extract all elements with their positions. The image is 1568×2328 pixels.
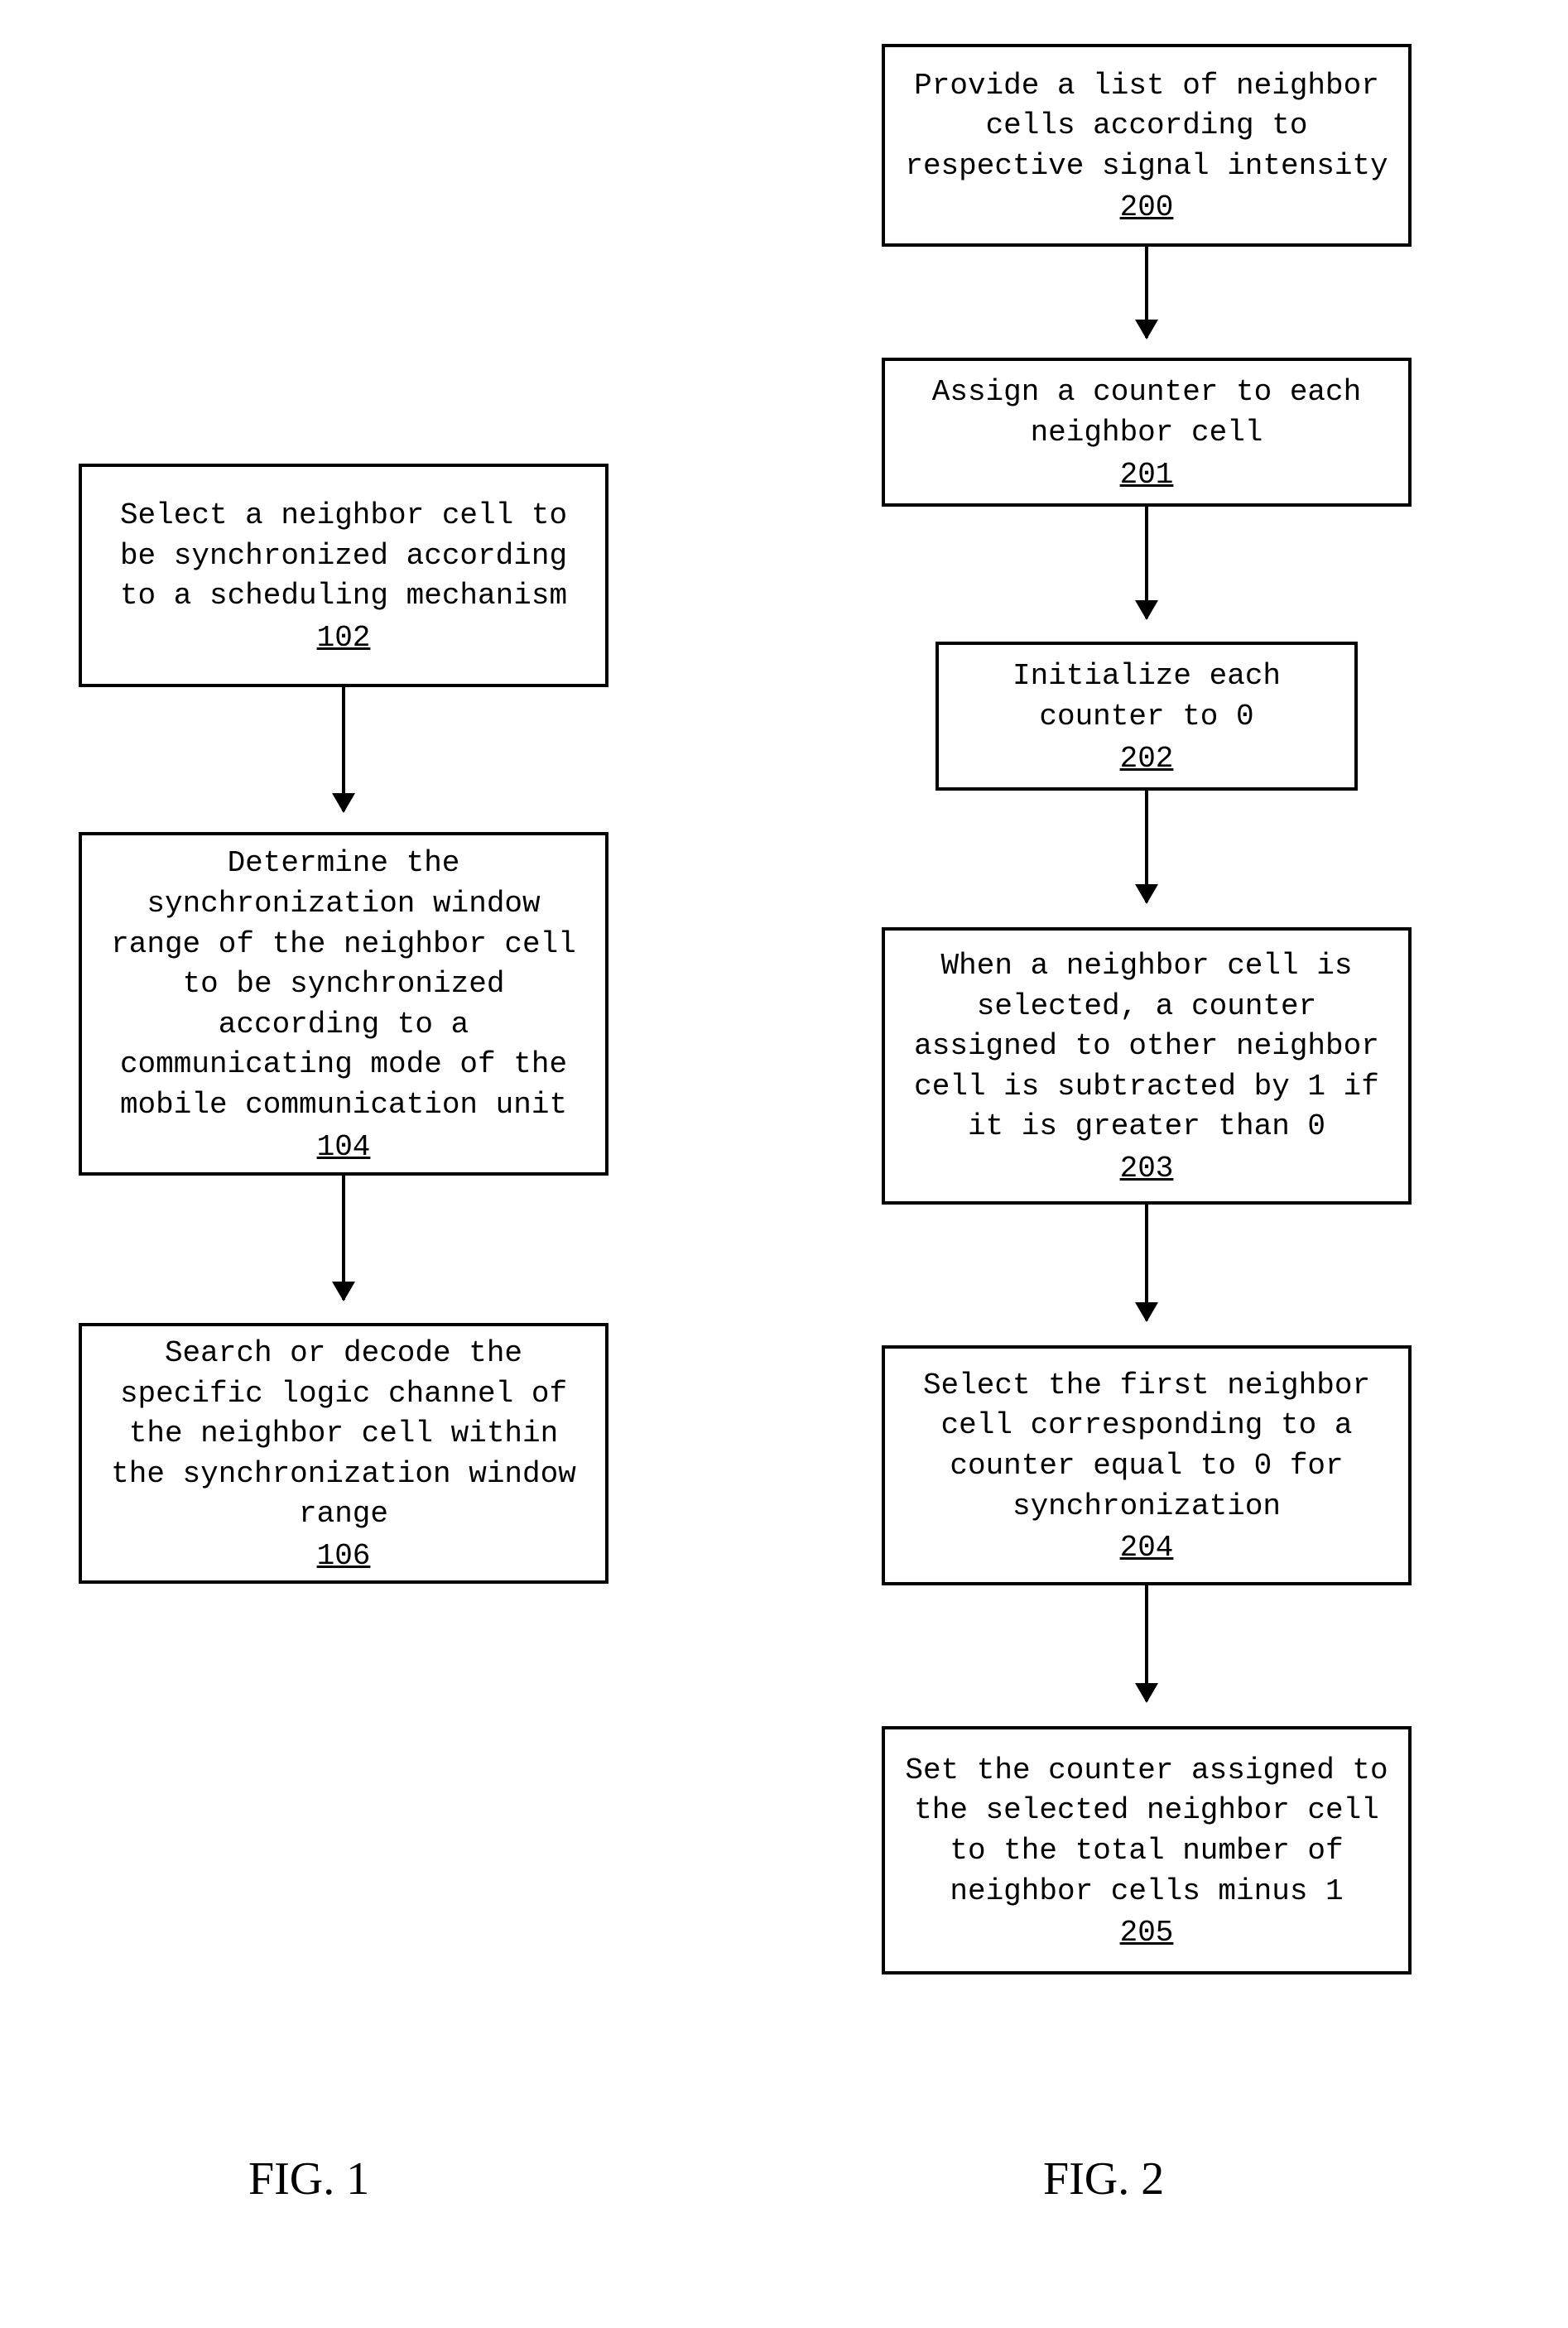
fig1-label: FIG. 1 [248,2152,369,2205]
box-204: Select the first neighbor cell correspon… [882,1345,1412,1585]
box-204-ref: 204 [1120,1531,1174,1565]
box-204-text: Select the first neighbor cell correspon… [897,1366,1396,1527]
box-200: Provide a list of neighbor cells accordi… [882,44,1412,247]
box-200-text: Provide a list of neighbor cells accordi… [897,66,1396,187]
box-201-text: Assign a counter to each neighbor cell [897,373,1396,453]
box-202: Initialize each counter to 0 202 [936,642,1358,791]
box-102-text: Select a neighbor cell to be synchronize… [94,496,593,617]
box-200-ref: 200 [1120,190,1174,224]
box-106: Search or decode the specific logic chan… [79,1323,608,1584]
arrow-1-2 [342,1176,345,1300]
arrow-2-4 [1145,1205,1148,1320]
arrow-2-2 [1145,507,1148,618]
box-104: Determine the synchronization window ran… [79,832,608,1176]
arrow-1-1 [342,687,345,811]
flowchart-container: Select a neighbor cell to be synchronize… [0,0,1568,2328]
box-203-ref: 203 [1120,1152,1174,1186]
box-203-text: When a neighbor cell is selected, a coun… [897,946,1396,1147]
box-205-text: Set the counter assigned to the selected… [897,1751,1396,1912]
box-106-ref: 106 [317,1539,371,1573]
box-102: Select a neighbor cell to be synchronize… [79,464,608,687]
fig2-label: FIG. 2 [1043,2152,1164,2205]
box-205-ref: 205 [1120,1916,1174,1950]
box-201: Assign a counter to each neighbor cell 2… [882,358,1412,507]
arrow-2-5 [1145,1585,1148,1701]
box-102-ref: 102 [317,621,371,655]
box-201-ref: 201 [1120,458,1174,492]
arrow-2-3 [1145,791,1148,902]
box-106-text: Search or decode the specific logic chan… [94,1334,593,1535]
box-104-ref: 104 [317,1130,371,1164]
box-202-ref: 202 [1120,742,1174,776]
arrow-2-1 [1145,247,1148,338]
box-104-text: Determine the synchronization window ran… [94,844,593,1125]
box-203: When a neighbor cell is selected, a coun… [882,927,1412,1205]
box-202-text: Initialize each counter to 0 [951,657,1342,737]
box-205: Set the counter assigned to the selected… [882,1726,1412,1974]
